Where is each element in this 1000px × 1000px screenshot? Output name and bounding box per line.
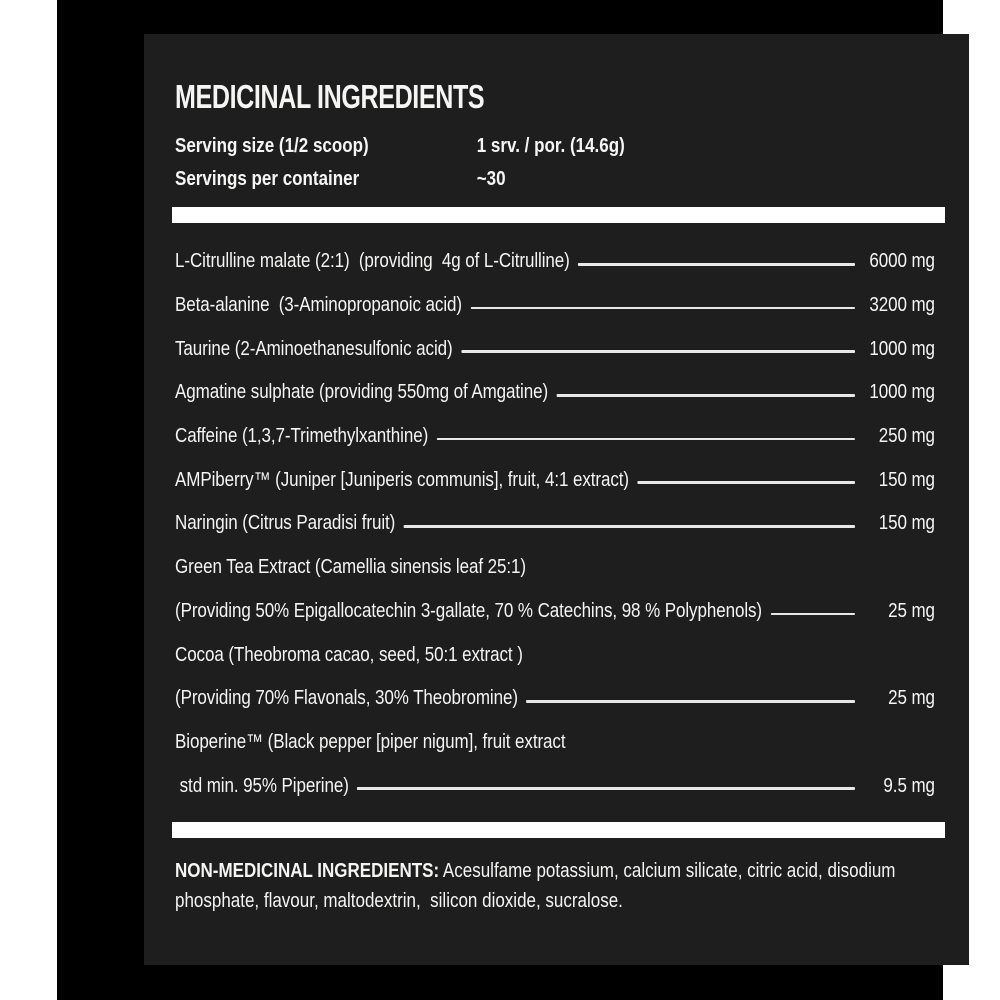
non-medicinal-line-2: phosphate, flavour, maltodextrin, silico…	[175, 890, 623, 912]
ingredient-row: Beta-alanine (3-Aminopropanoic acid) 320…	[175, 284, 935, 328]
divider-bar-bottom	[172, 822, 945, 838]
leader-line	[470, 306, 855, 310]
leader-line	[637, 481, 855, 485]
ingredient-name: L-Citrulline malate (2:1) (providing 4g …	[175, 250, 570, 273]
leader-line	[403, 525, 855, 528]
ingredient-row: L-Citrulline malate (2:1) (providing 4g …	[175, 240, 935, 284]
serving-info: Serving size (1/2 scoop) 1 srv. / por. (…	[175, 130, 935, 196]
servings-per-container-value: ~30	[476, 168, 506, 190]
ingredient-row: Green Tea Extract (Camellia sinensis lea…	[175, 546, 935, 590]
ingredient-row: Caffeine (1,3,7-Trimethylxanthine) 250 m…	[175, 415, 935, 459]
ingredient-row: AMPiberry™ (Juniper [Juniperis communis]…	[175, 458, 935, 502]
ingredient-amount: 150 mg	[878, 468, 935, 491]
ingredient-name: std min. 95% Piperine)	[175, 774, 349, 797]
ingredient-name: Cocoa (Theobroma cacao, seed, 50:1 extra…	[175, 643, 523, 666]
ingredient-name: AMPiberry™ (Juniper [Juniperis communis]…	[175, 468, 629, 491]
ingredient-row: (Providing 70% Flavonals, 30% Theobromin…	[175, 677, 935, 721]
leader-line	[461, 350, 855, 354]
ingredient-amount: 150 mg	[878, 512, 935, 535]
servings-per-container-line: Servings per container ~30	[175, 163, 935, 196]
ingredient-amount: 250 mg	[878, 425, 935, 448]
ingredient-name: Bioperine™ (Black pepper [piper nigum], …	[175, 730, 566, 753]
ingredient-name: (Providing 50% Epigallocatechin 3-gallat…	[175, 599, 763, 622]
ingredient-name: Beta-alanine (3-Aminopropanoic acid)	[175, 294, 462, 317]
leader-line	[357, 787, 855, 790]
ingredient-row: Cocoa (Theobroma cacao, seed, 50:1 extra…	[175, 633, 935, 677]
black-frame: MEDICINAL INGREDIENTS Serving size (1/2 …	[57, 0, 969, 1000]
ingredient-amount: 25 mg	[888, 599, 935, 622]
ingredient-name: Green Tea Extract (Camellia sinensis lea…	[175, 556, 526, 579]
ingredient-amount: 3200 mg	[869, 294, 935, 317]
leader-line	[526, 699, 855, 703]
serving-size-line: Serving size (1/2 scoop) 1 srv. / por. (…	[175, 130, 935, 163]
servings-per-container-label: Servings per container	[175, 168, 360, 190]
ingredient-name: Naringin (Citrus Paradisi fruit)	[175, 512, 396, 535]
ingredient-amount: 1000 mg	[869, 381, 935, 404]
supplement-facts-panel: MEDICINAL INGREDIENTS Serving size (1/2 …	[144, 34, 969, 965]
ingredient-row: std min. 95% Piperine) 9.5 mg	[175, 764, 935, 808]
serving-size-label: Serving size (1/2 scoop)	[175, 135, 369, 157]
leader-line	[578, 263, 855, 266]
leader-line	[436, 437, 855, 441]
ingredient-name: Agmatine sulphate (providing 550mg of Am…	[175, 381, 549, 404]
divider-bar-top	[172, 207, 945, 223]
ingredient-amount: 25 mg	[888, 687, 935, 710]
ingredient-list: L-Citrulline malate (2:1) (providing 4g …	[175, 240, 935, 808]
ingredient-amount: 1000 mg	[869, 337, 935, 360]
non-medicinal-section: NON-MEDICINAL INGREDIENTS: Acesulfame po…	[175, 856, 935, 916]
ingredient-name: (Providing 70% Flavonals, 30% Theobromin…	[175, 687, 518, 710]
non-medicinal-line-1-rest: Acesulfame potassium, calcium silicate, …	[439, 860, 896, 882]
ingredient-amount: 6000 mg	[869, 250, 935, 273]
ingredient-name: Caffeine (1,3,7-Trimethylxanthine)	[175, 425, 429, 448]
panel-title: MEDICINAL INGREDIENTS	[175, 78, 485, 115]
ingredient-amount: 9.5 mg	[883, 774, 935, 797]
non-medicinal-line-1: NON-MEDICINAL INGREDIENTS: Acesulfame po…	[175, 856, 935, 886]
ingredient-row: (Providing 50% Epigallocatechin 3-gallat…	[175, 590, 935, 634]
ingredient-row: Agmatine sulphate (providing 550mg of Am…	[175, 371, 935, 415]
serving-size-value: 1 srv. / por. (14.6g)	[476, 135, 625, 157]
non-medicinal-heading: NON-MEDICINAL INGREDIENTS:	[175, 860, 440, 882]
ingredient-row: Taurine (2-Aminoethanesulfonic acid) 100…	[175, 327, 935, 371]
ingredient-row: Naringin (Citrus Paradisi fruit) 150 mg	[175, 502, 935, 546]
leader-line	[556, 394, 855, 397]
leader-line	[770, 612, 855, 616]
ingredient-row: Bioperine™ (Black pepper [piper nigum], …	[175, 721, 935, 765]
ingredient-name: Taurine (2-Aminoethanesulfonic acid)	[175, 337, 453, 360]
